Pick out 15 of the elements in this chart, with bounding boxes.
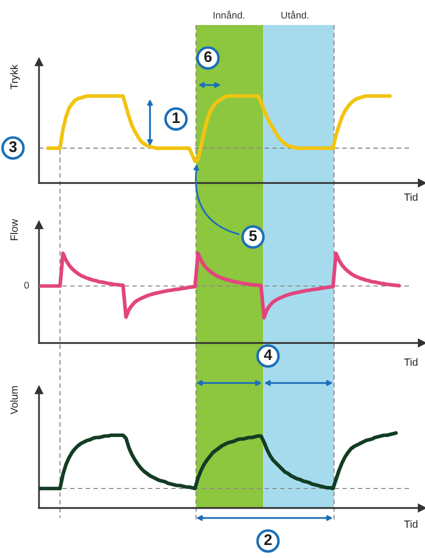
text: 3 [9,141,17,152]
text: 6 [204,51,212,62]
y-axis-title: Volum [10,386,18,414]
x-axis-title: Tid [404,358,418,366]
y-axis-title: Trykk [10,64,20,90]
text: 5 [249,230,257,242]
x-axis-title: Tid [404,193,418,201]
text: Innånd. [214,10,244,19]
y-axis-title: Flow [10,218,18,240]
text: 4 [264,349,272,360]
text: Utånd. [281,10,308,19]
ref-line-label: 0 [24,282,29,289]
text: 2 [264,534,272,545]
x-axis-title: Tid [404,520,418,528]
annotation: 1 [172,112,180,123]
